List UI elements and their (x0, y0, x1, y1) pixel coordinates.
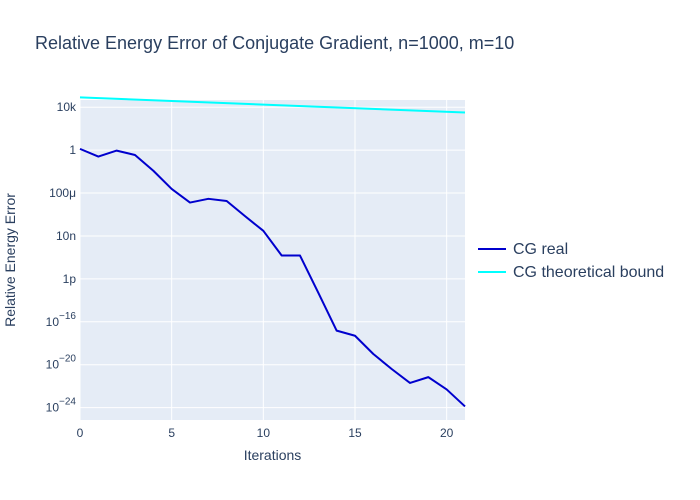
legend-item-cg-theoretical-bound[interactable]: CG theoretical bound (478, 264, 664, 281)
chart-title: Relative Energy Error of Conjugate Gradi… (35, 33, 515, 53)
series-layer (79, 96, 466, 408)
legend-label: CG theoretical bound (513, 264, 664, 281)
y-tick-label: 10−16 (46, 311, 77, 329)
legend-item-cg-real[interactable]: CG real (478, 241, 568, 258)
x-axis-title: Iterations (244, 447, 302, 463)
legend[interactable]: CG real CG theoretical bound (478, 241, 664, 281)
x-tick-label: 20 (440, 426, 454, 440)
y-tick-label: 10k (57, 100, 77, 114)
x-tick-label: 0 (77, 426, 84, 440)
y-tick-label: 100μ (49, 186, 76, 200)
y-axis-title: Relative Energy Error (2, 193, 18, 327)
y-tick-label: 1 (69, 143, 76, 157)
x-axis-ticks: 0 5 10 15 20 (77, 426, 454, 440)
series-line-cg-real (79, 147, 466, 408)
x-tick-label: 10 (257, 426, 271, 440)
y-axis-ticks: 10k 1 100μ 10n 1p 10−16 10−20 10−24 (46, 100, 77, 414)
plot-area (80, 100, 465, 420)
x-tick-label: 5 (168, 426, 175, 440)
legend-label: CG real (513, 241, 568, 258)
y-tick-label: 10−24 (46, 397, 77, 415)
y-tick-label: 1p (63, 272, 77, 286)
x-tick-label: 15 (348, 426, 362, 440)
y-tick-label: 10n (56, 229, 76, 243)
y-tick-label: 10−20 (46, 354, 77, 372)
grid-lines (79, 100, 465, 420)
series-line-cg-theoretical-bound (79, 96, 466, 114)
